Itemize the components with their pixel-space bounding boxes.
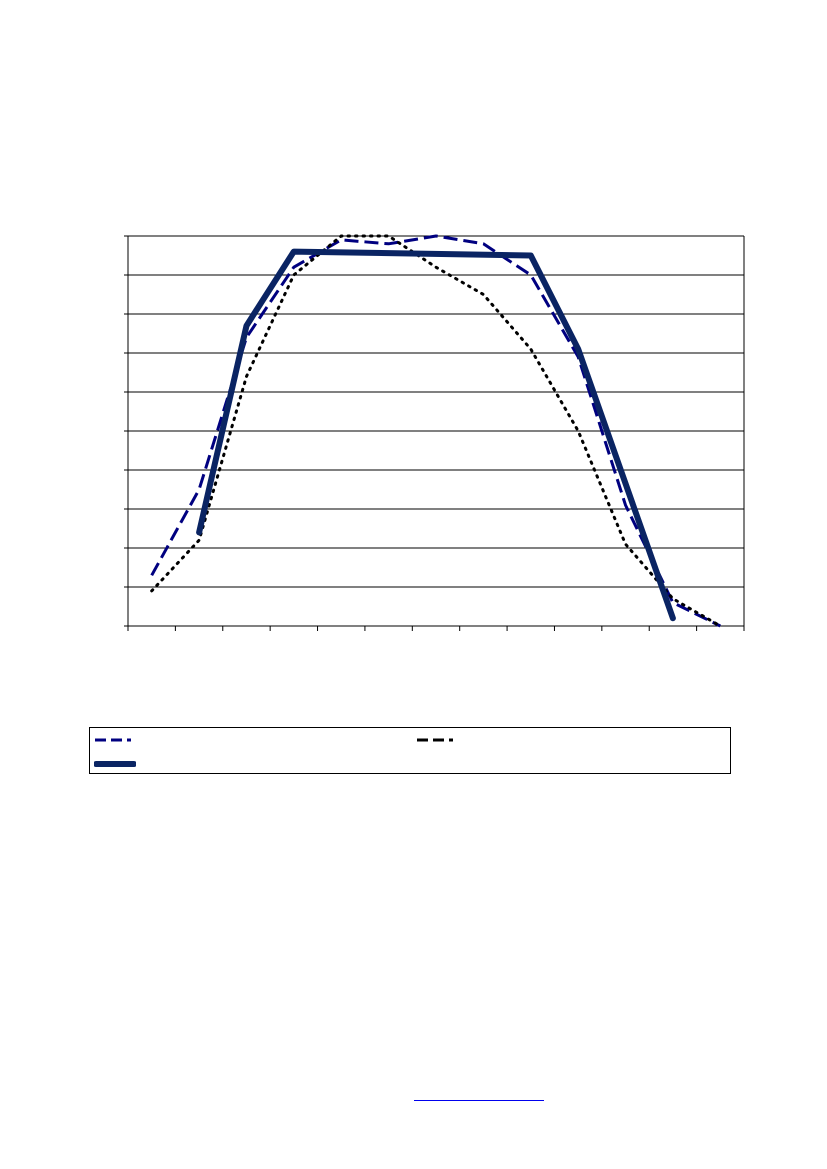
legend-item-3 [94, 756, 136, 772]
footer-link[interactable] [414, 1086, 544, 1101]
legend [89, 727, 731, 774]
series-line-2-dotted [150, 234, 722, 628]
legend-item-1 [94, 732, 132, 748]
legend-swatch-dashed [95, 738, 131, 742]
legend-swatch-dotted [417, 738, 453, 742]
series-line-1-dashed [150, 234, 721, 628]
series-line-3-solid-thick [196, 248, 676, 622]
legend-swatch-solid [94, 761, 136, 767]
plot-area [124, 234, 745, 631]
legend-item-2 [416, 732, 454, 748]
